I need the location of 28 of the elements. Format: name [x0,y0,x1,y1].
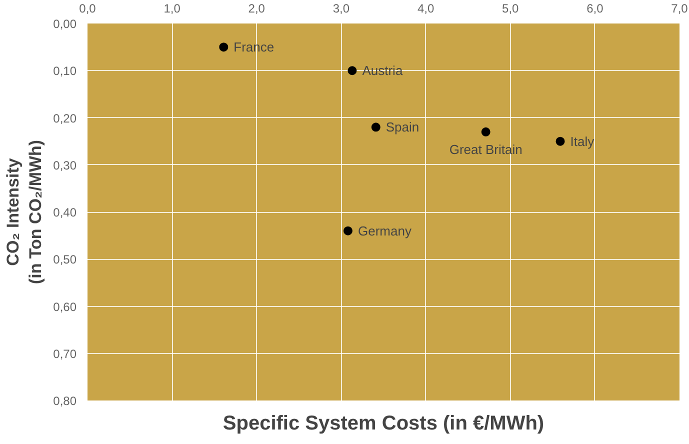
annotation: Italy [570,134,595,149]
x-tick-label: 4,0 [417,2,434,16]
point [219,42,228,52]
point [371,122,380,132]
point [556,136,565,146]
y-tick-label: 0,70 [53,346,77,361]
annotation: Germany [358,223,412,238]
x-tick-label: 5,0 [502,2,520,16]
x-tick-label: 3,0 [332,2,350,16]
x-tick-label: 7,0 [671,2,688,16]
x-tick-label: 2,0 [248,2,266,16]
x-tick-label: 6,0 [586,2,604,16]
y-axis-title: CO₂ Intensity (in Ton CO₂/MWh) [3,140,46,284]
y-tick-label: 0,30 [53,158,77,172]
y-tick-label: 0,60 [53,300,77,314]
y-tick-label: 0,10 [53,64,77,78]
y-tick-label: 0,20 [53,111,77,126]
y-tick-label: 0,50 [53,252,77,267]
y-tick-label: 0,00 [53,17,77,31]
point [481,127,490,136]
x-tick-label: 1,0 [164,2,181,16]
x-tick-label: 0,0 [79,2,96,16]
annotation: Spain [386,120,420,135]
point [343,226,352,236]
y-tick-label: 0,40 [53,206,77,220]
x-axis-title: Specific System Costs (in €/MWh) [222,412,544,434]
y-tick-label: 0,80 [53,394,77,408]
point [348,66,357,76]
